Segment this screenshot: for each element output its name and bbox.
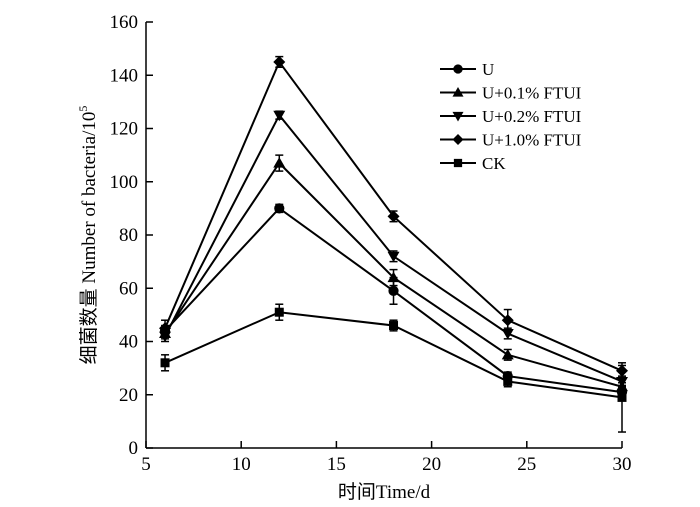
data-point: [387, 251, 400, 263]
data-point: [387, 271, 400, 283]
legend-item: U: [440, 60, 494, 79]
legend-marker: [452, 87, 464, 97]
x-tick-label: 5: [141, 454, 151, 475]
data-point: [389, 321, 399, 331]
legend-label: U+0.1% FTUI: [482, 84, 582, 103]
data-point: [503, 376, 513, 386]
y-tick-label: 60: [119, 278, 138, 299]
data-point: [274, 307, 284, 317]
x-axis-title: 时间Time/d: [338, 481, 431, 503]
y-tick-label: 140: [110, 65, 139, 86]
data-point: [273, 55, 286, 68]
series-u-0-2-ftui: [159, 110, 628, 388]
x-tick-label: 25: [517, 454, 536, 475]
data-point: [273, 157, 286, 168]
data-point: [159, 322, 172, 335]
x-tick-label: 10: [232, 454, 251, 475]
legend-marker: [453, 158, 463, 168]
x-tick-label: 20: [422, 454, 441, 475]
y-tick-label: 40: [119, 332, 138, 353]
legend-item: U+1.0% FTUI: [440, 131, 582, 150]
legend-item: U+0.2% FTUI: [440, 107, 582, 126]
data-point: [617, 392, 627, 402]
legend-label: U: [482, 60, 494, 79]
data-point: [274, 203, 285, 214]
data-point: [273, 110, 286, 122]
series-layer: [159, 55, 628, 433]
data-point: [501, 329, 514, 340]
y-tick-label: 0: [129, 438, 139, 459]
y-tick-label: 80: [119, 225, 138, 246]
data-point: [160, 358, 170, 368]
y-tick-label: 20: [119, 385, 138, 406]
ticks: 5 10 15 20 25 30 0 20 40 60 80 100 120 140 160: [110, 12, 632, 475]
y-axis-title-superscript: 5: [76, 106, 90, 112]
series-u-0-1-ftui: [159, 154, 628, 392]
legend-marker: [452, 111, 464, 122]
series-ck: [160, 303, 627, 433]
y-tick-label: 120: [110, 119, 139, 140]
data-point: [388, 285, 399, 297]
legend-label: U+1.0% FTUI: [482, 131, 582, 150]
y-tick-label: 160: [110, 12, 139, 33]
data-point: [501, 348, 514, 360]
legend-item: CK: [440, 154, 506, 173]
y-axis-title: 细菌数量 Number of bacteria/105: [76, 106, 100, 365]
legend-label: CK: [482, 154, 506, 173]
legend-marker: [452, 134, 464, 145]
legend-item: U+0.1% FTUI: [440, 84, 582, 103]
legend-label: U+0.2% FTUI: [482, 107, 582, 126]
y-axis-title-main: 细菌数量 Number of bacteria/10: [78, 112, 100, 365]
legend: U U+0.1% FTUI U+0.2% FTUI U+1.0% FTUI CK: [440, 60, 582, 173]
x-tick-label: 30: [613, 454, 632, 475]
x-tick-label: 15: [327, 454, 346, 475]
y-tick-label: 100: [110, 172, 139, 193]
legend-marker: [453, 64, 463, 74]
data-point: [387, 210, 400, 223]
data-point: [501, 314, 514, 327]
